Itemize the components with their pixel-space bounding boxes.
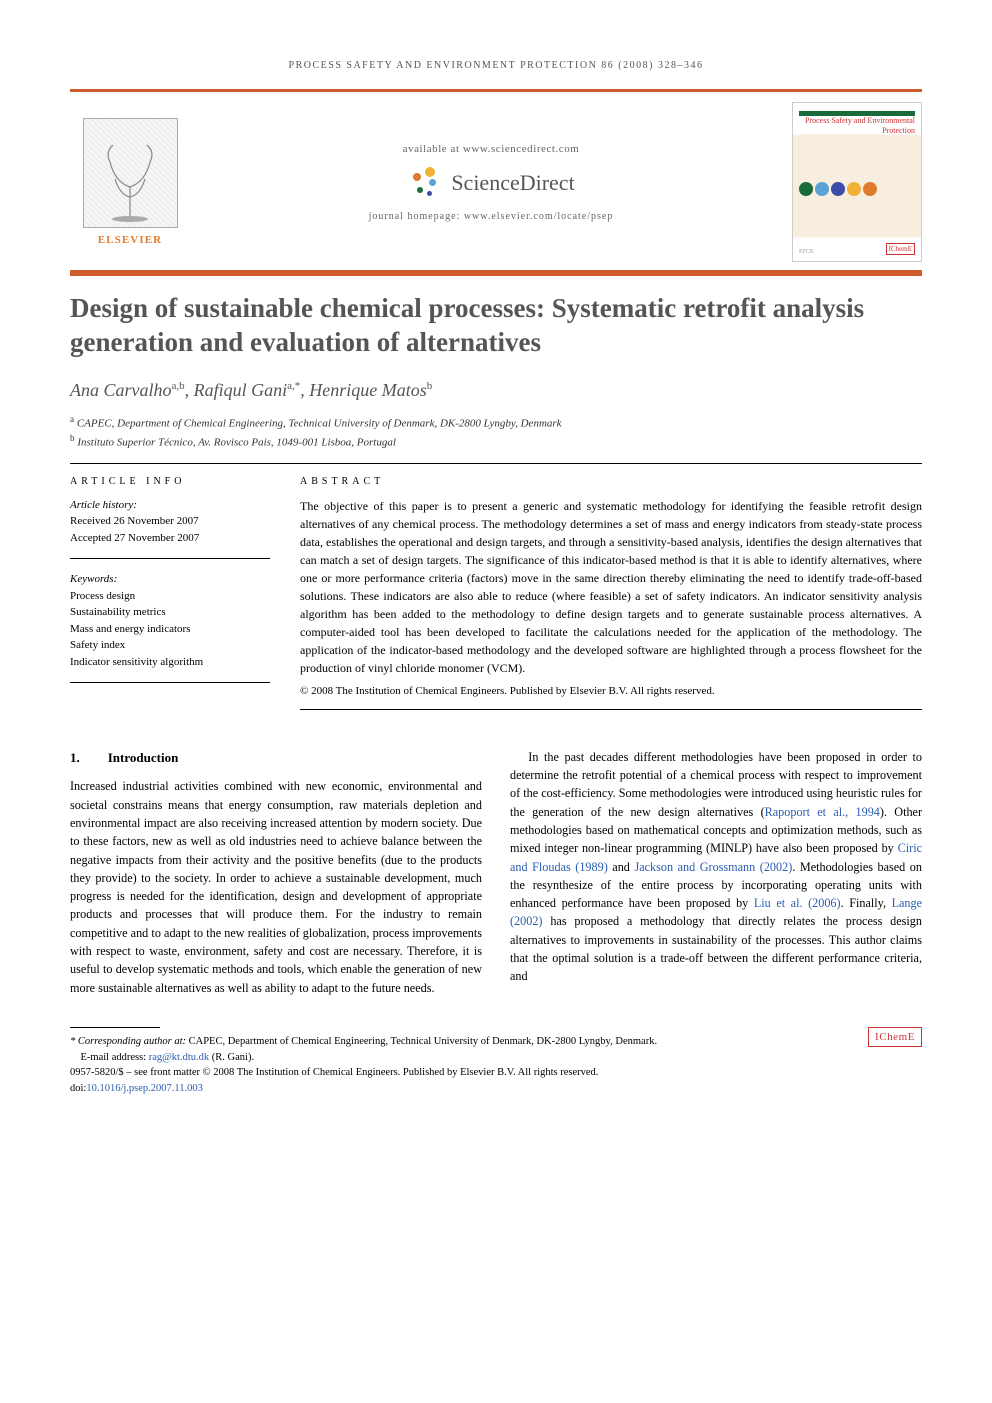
elsevier-tree-icon <box>83 118 178 228</box>
journal-cover-thumb: Process Safety and Environmental Protect… <box>792 102 922 262</box>
journal-cover-title: Process Safety and Environmental Protect… <box>799 116 915 135</box>
section-title: Introduction <box>108 750 179 765</box>
section-number: 1. <box>70 750 80 765</box>
abstract-heading: ABSTRACT <box>300 476 922 487</box>
sciencedirect-label: ScienceDirect <box>451 170 574 196</box>
footer-zone: IChemE * Corresponding author at: CAPEC,… <box>70 1027 922 1097</box>
citation-link[interactable]: Liu et al. (2006) <box>754 896 841 910</box>
abstract-text: The objective of this paper is to presen… <box>300 497 922 677</box>
citation-link[interactable]: Jackson and Grossmann (2002) <box>634 860 792 874</box>
corresponding-label: * Corresponding author at: <box>70 1036 186 1047</box>
front-matter-line: 0957-5820/$ – see front matter © 2008 Th… <box>70 1065 922 1081</box>
footnote-rule <box>70 1027 160 1028</box>
article-history-block: Article history: Received 26 November 20… <box>70 497 270 560</box>
affiliation-b: b Instituto Superior Técnico, Av. Rovisc… <box>70 432 922 451</box>
keyword-item: Safety index <box>70 637 270 654</box>
journal-homepage-line: journal homepage: www.elsevier.com/locat… <box>369 211 614 222</box>
sciencedirect-swirl-icon <box>407 165 443 201</box>
publisher-block: ELSEVIER <box>70 118 190 246</box>
keywords-block: Keywords: Process design Sustainability … <box>70 571 270 683</box>
efce-mark: EFCE <box>799 249 814 255</box>
email-line: E-mail address: rag@kt.dtu.dk (R. Gani). <box>70 1050 922 1066</box>
divider <box>70 463 922 464</box>
icheme-mark-small: IChemE <box>886 243 915 255</box>
available-at-line: available at www.sciencedirect.com <box>403 143 580 155</box>
keyword-item: Sustainability metrics <box>70 604 270 621</box>
email-paren: (R. Gani). <box>209 1052 254 1063</box>
article-info-heading: ARTICLE INFO <box>70 476 270 487</box>
citation-link[interactable]: Lange (2002) <box>510 896 922 928</box>
body-paragraph: Increased industrial activities combined… <box>70 777 482 997</box>
citation-link[interactable]: Rapoport et al., 1994 <box>765 805 880 819</box>
abstract-col: ABSTRACT The objective of this paper is … <box>300 476 922 722</box>
affiliation-a: a CAPEC, Department of Chemical Engineer… <box>70 413 922 432</box>
cover-circles-icon <box>799 182 915 196</box>
keyword-item: Mass and energy indicators <box>70 621 270 638</box>
body-paragraph: In the past decades different methodolog… <box>510 748 922 986</box>
article-info-col: ARTICLE INFO Article history: Received 2… <box>70 476 270 722</box>
affiliation-b-text: Instituto Superior Técnico, Av. Rovisco … <box>77 436 396 448</box>
running-header: process safety and environment protectio… <box>70 60 922 71</box>
article-title: Design of sustainable chemical processes… <box>70 292 922 360</box>
corresponding-author-note: * Corresponding author at: CAPEC, Depart… <box>70 1034 922 1050</box>
email-link[interactable]: rag@kt.dtu.dk <box>149 1052 209 1063</box>
received-line: Received 26 November 2007 <box>70 513 270 530</box>
abstract-copyright: © 2008 The Institution of Chemical Engin… <box>300 685 922 697</box>
doi-link[interactable]: 10.1016/j.psep.2007.11.003 <box>86 1083 203 1094</box>
keyword-item: Indicator sensitivity algorithm <box>70 654 270 671</box>
doi-label: doi: <box>70 1083 86 1094</box>
authors-line: Ana Carvalhoa,b, Rafiqul Gania,*, Henriq… <box>70 380 922 401</box>
keywords-label: Keywords: <box>70 571 270 588</box>
corresponding-text: CAPEC, Department of Chemical Engineerin… <box>186 1036 657 1047</box>
history-label: Article history: <box>70 497 270 514</box>
masthead: ELSEVIER available at www.sciencedirect.… <box>70 100 922 264</box>
email-label: E-mail address: <box>81 1052 149 1063</box>
affiliation-a-text: CAPEC, Department of Chemical Engineerin… <box>77 417 562 429</box>
divider-top <box>70 89 922 92</box>
body-columns: 1. Introduction Increased industrial acti… <box>70 748 922 997</box>
keyword-item: Process design <box>70 588 270 605</box>
elsevier-label: ELSEVIER <box>98 234 162 246</box>
accepted-line: Accepted 27 November 2007 <box>70 530 270 547</box>
doi-line: doi:10.1016/j.psep.2007.11.003 <box>70 1081 922 1097</box>
divider-bottom <box>70 270 922 276</box>
sciencedirect-brand: ScienceDirect <box>407 165 574 201</box>
icheme-logo: IChemE <box>868 1027 922 1047</box>
divider <box>300 709 922 710</box>
section-heading: 1. Introduction <box>70 748 482 768</box>
